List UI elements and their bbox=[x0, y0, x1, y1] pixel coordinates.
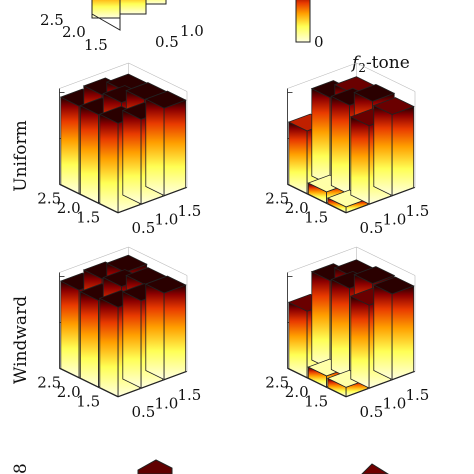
y-tick-label: 2.5 bbox=[265, 373, 289, 391]
x-tick-label: 1.0 bbox=[155, 394, 179, 412]
y-tick-label: 2.5 bbox=[265, 189, 289, 207]
bar bbox=[372, 97, 415, 197]
x-tick-label: 0.5 bbox=[155, 33, 179, 51]
row-label-bottom: 8 bbox=[11, 463, 31, 474]
column-title-f2-tone: f2-tone bbox=[350, 53, 410, 75]
x-tick-label: 1.5 bbox=[178, 202, 202, 220]
x-tick-label: 0.5 bbox=[360, 219, 384, 237]
bar bbox=[372, 276, 415, 381]
y-tick-label: 1.5 bbox=[76, 392, 100, 410]
colorbar-gradient bbox=[295, 0, 311, 43]
x-tick-label: 1.5 bbox=[178, 386, 202, 404]
x-tick-label: 0.5 bbox=[132, 219, 156, 237]
top-row-bars bbox=[91, 0, 167, 31]
y-tick-label: 2.0 bbox=[285, 199, 309, 217]
bar bbox=[144, 275, 187, 381]
x-tick-label: 1.0 bbox=[155, 210, 179, 228]
colorbar: 0 bbox=[295, 0, 324, 51]
y-tick-label: 1.5 bbox=[304, 208, 328, 226]
y-tick-label: 2.5 bbox=[37, 189, 61, 207]
bar bbox=[144, 90, 187, 197]
y-tick-label: 1.5 bbox=[304, 392, 328, 410]
y-tick-label: 2.0 bbox=[285, 383, 309, 401]
panel-windward-2: 0.5 1.0 1.52.52.01.5 bbox=[265, 246, 430, 421]
x-tick-label: 1.0 bbox=[180, 22, 204, 40]
y-tick-label: 1.5 bbox=[76, 208, 100, 226]
x-tick-label: 0.5 bbox=[132, 403, 156, 421]
y-tick-label: 2.0 bbox=[57, 383, 81, 401]
x-tick-label: 1.5 bbox=[406, 386, 430, 404]
bottom-row-bars bbox=[137, 459, 389, 474]
panel-windward-1: 0.5 1.0 1.52.52.01.5 bbox=[37, 246, 202, 421]
y-tick-label: 1.5 bbox=[84, 36, 108, 54]
row-label-uniform: Uniform bbox=[11, 120, 31, 192]
x-tick-label: 1.0 bbox=[383, 210, 407, 228]
panel-uniform-2: 0.5 1.0 1.52.52.01.5 bbox=[265, 62, 430, 237]
row-label-windward: Windward bbox=[11, 296, 31, 384]
y-tick-label: 2.0 bbox=[57, 199, 81, 217]
panel-uniform-1: 0.5 1.0 1.52.52.01.5 bbox=[37, 62, 202, 237]
x-tick-label: 0.5 bbox=[360, 403, 384, 421]
top-row-axes: 2.5 2.0 1.5 0.5 1.0 bbox=[40, 11, 204, 54]
colorbar-min-label: 0 bbox=[314, 33, 324, 51]
x-tick-label: 1.5 bbox=[406, 202, 430, 220]
x-tick-label: 1.0 bbox=[383, 394, 407, 412]
panels: 0.5 1.0 1.52.52.01.50.5 1.0 1.52.52.01.50.5 1… bbox=[37, 62, 430, 421]
y-tick-label: 2.0 bbox=[62, 23, 86, 41]
y-tick-label: 2.5 bbox=[37, 373, 61, 391]
y-tick-label: 2.5 bbox=[40, 11, 64, 29]
